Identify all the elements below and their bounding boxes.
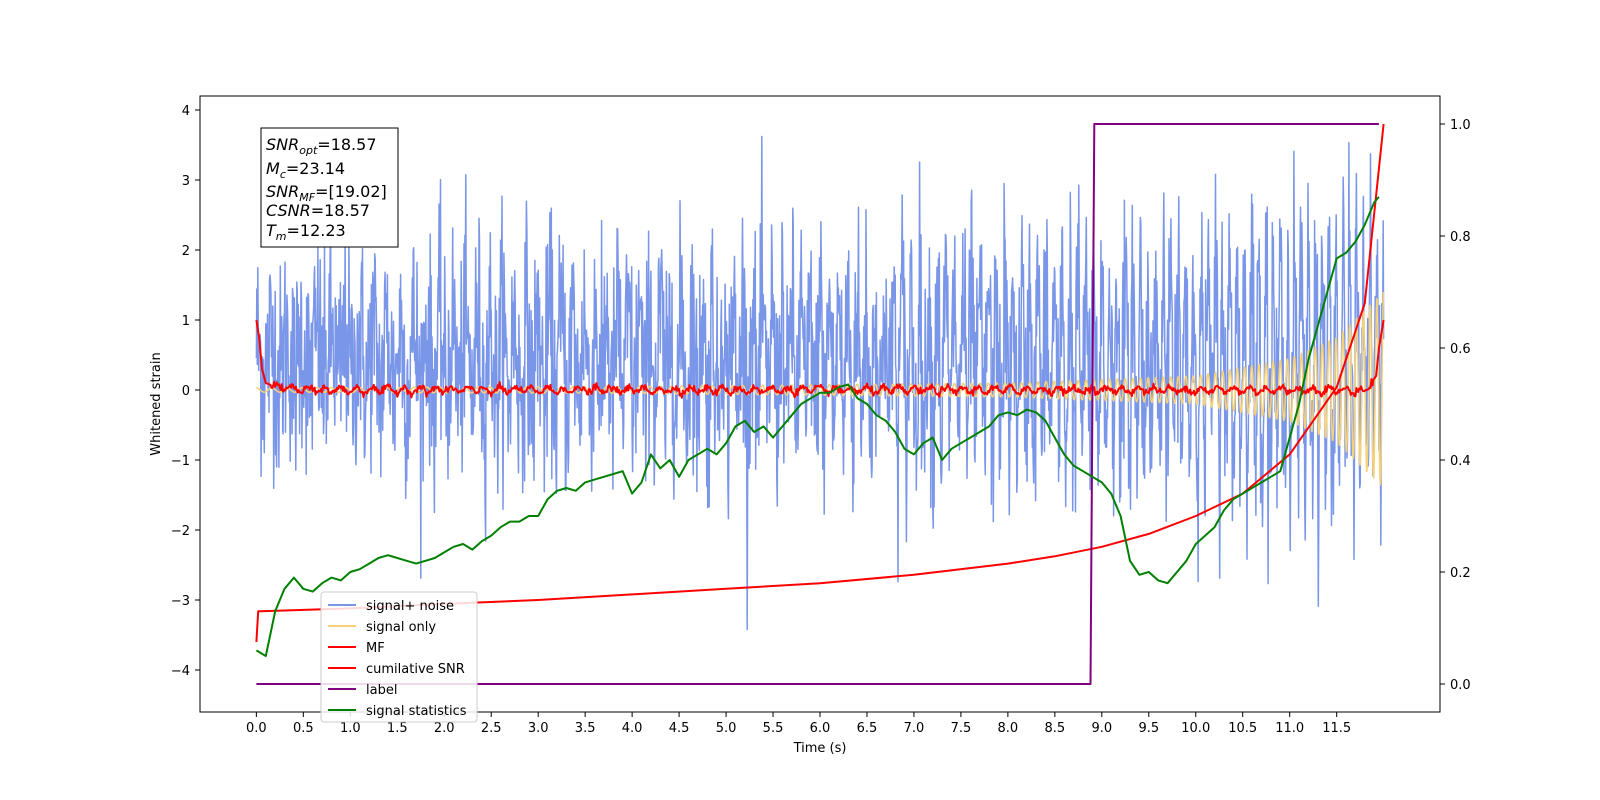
x-tick-label: 1.5 xyxy=(387,721,408,736)
x-tick-label: 6.5 xyxy=(857,721,878,736)
legend-frame xyxy=(320,591,478,723)
y2-tick-label: 0.0 xyxy=(1450,678,1471,693)
y-tick-label: −1 xyxy=(171,454,190,469)
annotation-snr-opt: SNRopt=18.57 xyxy=(266,135,377,157)
x-tick-label: 7.0 xyxy=(904,721,925,736)
series-signal-noise xyxy=(255,135,1385,631)
y2-tick-label: 0.6 xyxy=(1450,342,1471,357)
annotation-box: SNRopt=18.57 Mc=23.14 SNRMF=[19.02] CSNR… xyxy=(260,127,399,248)
x-tick-label: 8.0 xyxy=(998,721,1019,736)
y-tick-label: −2 xyxy=(171,524,190,539)
x-tick-label: 11.0 xyxy=(1275,721,1304,736)
x-tick-label: 7.5 xyxy=(951,721,972,736)
x-axis-label: Time (s) xyxy=(793,741,847,756)
x-tick-label: 3.5 xyxy=(575,721,596,736)
x-tick-label: 0.0 xyxy=(246,721,267,736)
y-tick-label: −3 xyxy=(171,594,190,609)
x-tick-label: 4.0 xyxy=(622,721,643,736)
y-axis: −4 −3 −2 −1 0 1 2 3 4 xyxy=(171,104,200,679)
x-tick-label: 2.0 xyxy=(434,721,455,736)
x-tick-label: 4.5 xyxy=(669,721,690,736)
y2-tick-label: 0.2 xyxy=(1450,566,1471,581)
y-tick-label: 0 xyxy=(182,384,190,399)
series-mf xyxy=(255,319,1385,399)
x-tick-label: 3.0 xyxy=(528,721,549,736)
y-tick-label: 1 xyxy=(182,314,190,329)
x-tick-label: 0.5 xyxy=(293,721,314,736)
annotation-mc: Mc=23.14 xyxy=(266,159,345,181)
series-signal-statistics xyxy=(255,196,1380,657)
x-tick-label: 5.5 xyxy=(763,721,784,736)
legend: signal+ noise signal only MF cumilative … xyxy=(320,591,478,723)
y-tick-label: 2 xyxy=(182,244,190,259)
y2-axis: 0.0 0.2 0.4 0.6 0.8 1.0 xyxy=(1440,118,1471,693)
legend-label-cumulative-snr: cumilative SNR xyxy=(366,662,465,677)
y-tick-label: −4 xyxy=(171,664,190,679)
y-axis-label: Whitened strain xyxy=(149,352,164,455)
x-tick-label: 2.5 xyxy=(481,721,502,736)
x-tick-label: 5.0 xyxy=(716,721,737,736)
legend-label-signal-only: signal only xyxy=(366,620,436,635)
x-tick-label: 9.5 xyxy=(1138,721,1159,736)
x-tick-label: 1.0 xyxy=(340,721,361,736)
annotation-tm: Tm=12.23 xyxy=(266,221,346,243)
annotation-frame xyxy=(260,127,399,248)
x-tick-label: 8.5 xyxy=(1045,721,1066,736)
y2-tick-label: 0.4 xyxy=(1450,454,1471,469)
y-tick-label: 3 xyxy=(182,174,190,189)
legend-label-signal-statistics: signal statistics xyxy=(366,704,467,719)
y-tick-label: 4 xyxy=(182,104,190,119)
x-tick-label: 11.5 xyxy=(1322,721,1351,736)
annotation-snr-mf: SNRMF=[19.02] xyxy=(266,182,387,204)
x-tick-label: 6.0 xyxy=(810,721,831,736)
legend-label-mf: MF xyxy=(366,641,385,656)
x-tick-label: 10.5 xyxy=(1228,721,1257,736)
y2-tick-label: 1.0 xyxy=(1450,118,1471,133)
series-label xyxy=(256,123,1379,685)
annotation-csnr: CSNR=18.57 xyxy=(266,201,370,220)
legend-label-signal-noise: signal+ noise xyxy=(366,599,454,614)
x-tick-label: 10.0 xyxy=(1181,721,1210,736)
y2-tick-label: 0.8 xyxy=(1450,230,1471,245)
x-tick-label: 9.0 xyxy=(1091,721,1112,736)
legend-label-label: label xyxy=(366,683,397,698)
x-axis: 0.0 0.5 1.0 1.5 2.0 2.5 3.0 3.5 4.0 4.5 5.0 5.5 6.0 6… xyxy=(246,712,1351,736)
